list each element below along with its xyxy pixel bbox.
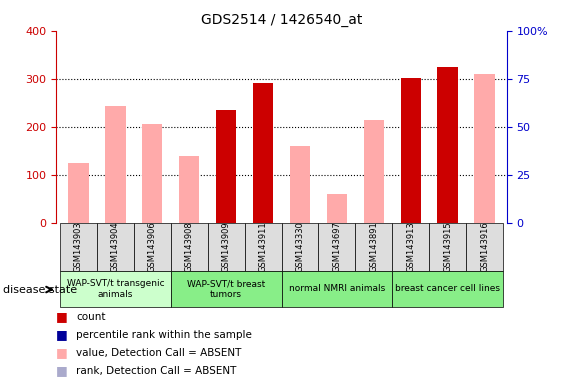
- Text: GSM143909: GSM143909: [222, 222, 231, 272]
- Text: rank, Detection Call = ABSENT: rank, Detection Call = ABSENT: [76, 366, 236, 376]
- Text: ■: ■: [56, 364, 68, 377]
- Text: disease state: disease state: [3, 285, 77, 295]
- Bar: [364, 119, 384, 223]
- FancyBboxPatch shape: [466, 223, 503, 271]
- Text: GSM143891: GSM143891: [369, 221, 378, 272]
- FancyBboxPatch shape: [171, 271, 282, 307]
- FancyBboxPatch shape: [244, 223, 282, 271]
- Bar: [327, 194, 347, 223]
- Text: GSM143911: GSM143911: [258, 222, 267, 272]
- Bar: [142, 124, 163, 223]
- Text: WAP-SVT/t breast
tumors: WAP-SVT/t breast tumors: [187, 279, 265, 299]
- Text: ■: ■: [56, 310, 68, 323]
- Text: breast cancer cell lines: breast cancer cell lines: [395, 285, 500, 293]
- Text: GSM143903: GSM143903: [74, 221, 83, 272]
- Text: normal NMRI animals: normal NMRI animals: [289, 285, 385, 293]
- Text: GSM143904: GSM143904: [111, 222, 120, 272]
- Bar: [475, 74, 495, 223]
- Bar: [179, 156, 199, 223]
- FancyBboxPatch shape: [171, 223, 208, 271]
- FancyBboxPatch shape: [282, 271, 392, 307]
- Bar: [216, 110, 236, 223]
- FancyBboxPatch shape: [392, 271, 503, 307]
- FancyBboxPatch shape: [355, 223, 392, 271]
- Text: ■: ■: [56, 346, 68, 359]
- Text: GSM143916: GSM143916: [480, 221, 489, 272]
- Text: GSM143906: GSM143906: [148, 221, 157, 272]
- FancyBboxPatch shape: [429, 223, 466, 271]
- FancyBboxPatch shape: [282, 223, 319, 271]
- Bar: [253, 83, 273, 223]
- Bar: [68, 163, 88, 223]
- Text: GSM143908: GSM143908: [185, 221, 194, 272]
- FancyBboxPatch shape: [208, 223, 244, 271]
- FancyBboxPatch shape: [97, 223, 134, 271]
- Text: GSM143697: GSM143697: [332, 221, 341, 272]
- Text: count: count: [76, 312, 105, 322]
- Text: percentile rank within the sample: percentile rank within the sample: [76, 330, 252, 340]
- FancyBboxPatch shape: [319, 223, 355, 271]
- FancyBboxPatch shape: [134, 223, 171, 271]
- FancyBboxPatch shape: [60, 271, 171, 307]
- Bar: [400, 78, 421, 223]
- Bar: [105, 106, 126, 223]
- FancyBboxPatch shape: [60, 223, 97, 271]
- Text: WAP-SVT/t transgenic
animals: WAP-SVT/t transgenic animals: [66, 279, 164, 299]
- FancyBboxPatch shape: [392, 223, 429, 271]
- Text: GSM143330: GSM143330: [296, 221, 305, 272]
- Bar: [437, 67, 458, 223]
- Text: value, Detection Call = ABSENT: value, Detection Call = ABSENT: [76, 348, 242, 358]
- Text: GSM143913: GSM143913: [406, 221, 415, 272]
- Text: GSM143915: GSM143915: [443, 222, 452, 272]
- Title: GDS2514 / 1426540_at: GDS2514 / 1426540_at: [201, 13, 362, 27]
- Text: ■: ■: [56, 328, 68, 341]
- Bar: [290, 146, 310, 223]
